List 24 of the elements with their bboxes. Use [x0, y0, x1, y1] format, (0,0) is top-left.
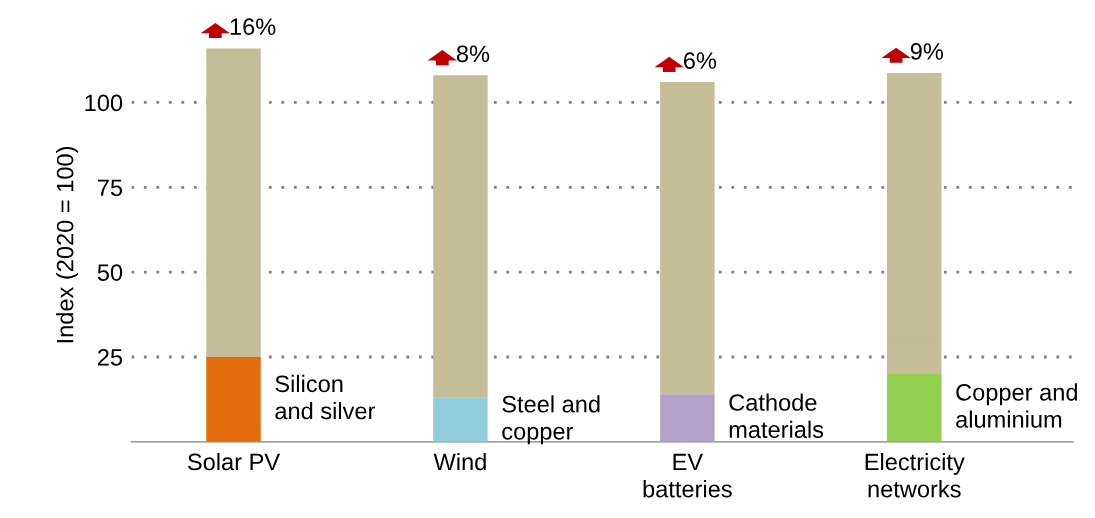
- x-tick-label: EV batteries: [643, 453, 732, 498]
- y-axis-title: Index (2020 = 100): [56, 147, 79, 343]
- bar: [660, 394, 715, 442]
- annotation: Steel and copper: [502, 395, 600, 445]
- x-tick-label: Solar PV: [188, 452, 280, 471]
- y-tick-label: 25: [97, 349, 123, 366]
- bar: [887, 373, 942, 442]
- y-tick-label: 75: [98, 179, 123, 197]
- annotation: 9%: [910, 43, 944, 60]
- annotation: 6%: [684, 52, 717, 69]
- x-tick-label: Electricity networks: [865, 452, 965, 498]
- y-tick-label: 100: [85, 94, 123, 112]
- bar: [433, 75, 488, 398]
- bar: [206, 48, 261, 358]
- annotation: 16%: [230, 18, 276, 36]
- annotation: Copper and aluminium: [956, 383, 1077, 428]
- bar: [206, 357, 261, 442]
- annotation: Cathode materials: [729, 393, 824, 439]
- annotation: 8%: [456, 45, 490, 63]
- x-tick-label: Wind: [433, 452, 486, 471]
- bar: [660, 82, 715, 395]
- bar: [433, 397, 488, 442]
- annotation: Silicon and silver: [275, 374, 376, 420]
- y-tick-label: 50: [97, 264, 123, 281]
